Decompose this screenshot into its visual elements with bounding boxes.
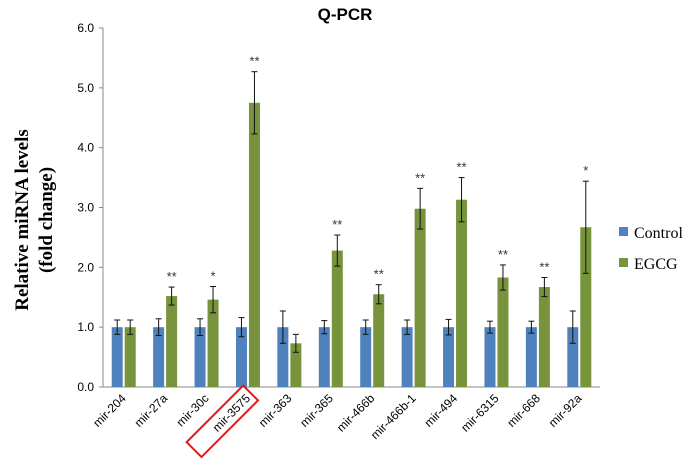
x-category-label: mir-27a	[132, 391, 171, 430]
significance-marker: **	[249, 54, 259, 69]
bar-egcg	[290, 343, 302, 387]
bar-egcg	[166, 296, 178, 387]
x-category-label-group: mir-204	[90, 391, 129, 430]
bar-egcg	[497, 277, 509, 387]
y-tick-label: 6.0	[77, 21, 94, 35]
y-tick-label: 0.0	[77, 380, 94, 394]
y-tick-label: 1.0	[77, 320, 94, 334]
bar-egcg	[373, 294, 385, 387]
significance-marker: **	[539, 260, 549, 275]
y-axis-label: Relative miRNA levels	[12, 129, 33, 311]
x-category-label: mir-365	[297, 391, 336, 430]
chart-title: Q-PCR	[318, 5, 373, 24]
bar-control	[484, 327, 496, 387]
legend-swatch-control	[619, 227, 628, 236]
significance-marker: **	[332, 217, 342, 232]
bar-control	[360, 327, 372, 387]
significance-marker: **	[415, 170, 425, 185]
significance-marker: **	[374, 267, 384, 282]
bar-control	[525, 327, 537, 387]
bar-control	[277, 327, 289, 387]
x-category-label: mir-92a	[546, 391, 585, 430]
significance-marker: **	[456, 160, 466, 175]
bar-egcg	[207, 299, 219, 387]
bar-egcg	[124, 327, 136, 387]
error-bars	[114, 71, 589, 353]
x-category-label-group: mir-6315	[458, 391, 502, 435]
x-category-label: mir-204	[90, 391, 129, 430]
bar-egcg	[456, 199, 468, 387]
x-category-label: mir-668	[504, 391, 543, 430]
bar-control	[194, 327, 206, 387]
bar-series	[111, 102, 592, 388]
bar-control	[235, 327, 247, 387]
y-axis-ticks: 0.0 1.0 2.0 3.0 4.0 5.0 6.0	[77, 21, 103, 394]
significance-marker: **	[498, 247, 508, 262]
x-category-label-group: mir-365	[297, 391, 336, 430]
bar-control	[401, 327, 413, 387]
x-category-label-group: mir-27a	[132, 391, 171, 430]
bar-egcg	[580, 227, 592, 387]
bar-control	[153, 327, 165, 387]
bar-control	[318, 327, 330, 387]
significance-markers: ** ****************	[167, 54, 589, 284]
x-category-label: mir-363	[256, 391, 295, 430]
legend-label-egcg: EGCG	[634, 256, 678, 273]
x-category-label-group: mir-466b-1	[368, 391, 419, 442]
bar-control	[567, 327, 579, 387]
x-category-label-group: mir-494	[421, 391, 460, 430]
x-category-label-group: mir-363	[256, 391, 295, 430]
y-tick-label: 2.0	[77, 260, 94, 274]
legend-swatch-egcg	[619, 258, 628, 267]
x-category-label-group: mir-668	[504, 391, 543, 430]
significance-marker: *	[583, 163, 588, 178]
highlight-box	[185, 384, 260, 459]
y-tick-label: 3.0	[77, 201, 94, 215]
legend-label-control: Control	[634, 225, 683, 242]
x-category-label: mir-6315	[458, 391, 502, 435]
significance-marker: *	[211, 268, 216, 283]
y-tick-label: 5.0	[77, 81, 94, 95]
legend: Control EGCG	[619, 225, 683, 273]
bar-control	[111, 327, 123, 387]
bar-egcg	[248, 102, 260, 388]
x-category-label-group: mir-92a	[546, 391, 585, 430]
significance-marker: **	[167, 269, 177, 284]
bar-egcg	[331, 250, 343, 387]
x-category-label: mir-466b-1	[368, 391, 419, 442]
bar-egcg	[538, 287, 550, 387]
bar-egcg	[414, 208, 426, 387]
x-category-label: mir-494	[421, 391, 460, 430]
y-axis-label-unit: (fold change)	[36, 167, 57, 273]
y-tick-label: 4.0	[77, 141, 94, 155]
bar-control	[443, 327, 455, 387]
